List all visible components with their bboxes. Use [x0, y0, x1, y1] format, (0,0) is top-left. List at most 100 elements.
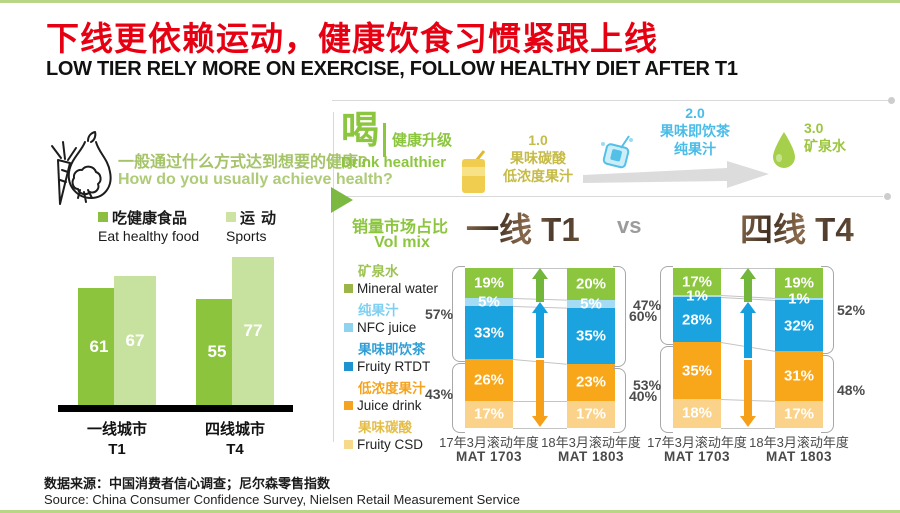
- stage-2-number: 2.0: [685, 105, 705, 121]
- group-bracket: [613, 266, 626, 367]
- segment-value-label: 1%: [686, 287, 708, 305]
- fruity-rtdt-swatch: [344, 362, 353, 371]
- volmix-legend-en: NFC juice: [357, 320, 417, 335]
- group-share-label: 40%: [629, 388, 658, 404]
- legend-label-sports-en: Sports: [226, 228, 267, 244]
- bar-value-label: 55: [207, 342, 227, 361]
- bar-segment: 77: [232, 257, 274, 405]
- stack-segment: [673, 342, 721, 399]
- stack-segment: [775, 300, 823, 352]
- section-marker-triangle: [331, 187, 353, 213]
- bar-segment: 61: [78, 288, 120, 405]
- stage-1-number: 1.0: [528, 132, 548, 148]
- legend-label-sports-cn: 运动: [240, 210, 283, 227]
- stack-segment: [567, 300, 615, 308]
- vegetables-icon: [51, 131, 112, 205]
- fruity-csd-swatch: [344, 440, 353, 449]
- volmix-legend-cn: 果味碳酸: [358, 420, 412, 435]
- segment-value-label: 33%: [473, 324, 505, 342]
- trend-up-arrow-green-shaft: [744, 278, 752, 302]
- stage-2: 2.0 果味即饮茶 纯果汁: [635, 104, 755, 158]
- segment-value-label: 17%: [681, 273, 713, 291]
- segment-value-label: 28%: [681, 311, 713, 329]
- segment-value-label: 32%: [783, 317, 815, 335]
- x-axis-sublabel: MAT 1803: [557, 449, 625, 464]
- x-axis-line: [58, 405, 293, 412]
- stage-3: 3.0 矿泉水: [770, 119, 900, 155]
- legend-swatch-eat-healthy: [98, 212, 108, 222]
- x-axis-sublabel: MAT 1703: [455, 449, 523, 464]
- top-border: [0, 0, 900, 3]
- segment-value-label: 18%: [681, 404, 713, 422]
- stack-segment: [465, 298, 513, 307]
- segment-value-label: 31%: [783, 367, 815, 385]
- segment-value-label: 5%: [580, 295, 602, 313]
- group-bracket: [821, 355, 834, 433]
- t1-volmix-chart: 19% 5% 33% 26% 17% 20% 5% 35% 23% 17% 57% 43% 60% 40%…: [425, 250, 668, 470]
- trend-up-arrow-green: [532, 268, 548, 279]
- drink-badge: 喝: [341, 110, 380, 152]
- legend-label-eat-healthy-en: Eat healthy food: [98, 228, 200, 244]
- volmix-label-en: Vol mix: [374, 234, 430, 251]
- tier1-title: 一线 T1: [466, 203, 580, 251]
- trend-down-arrow-orange-shaft: [744, 360, 752, 416]
- panel-divider: [333, 112, 334, 442]
- stack-segment: [775, 298, 823, 300]
- t4-volmix-chart: 17% 1% 28% 35% 18% 19% 1% 32% 31% 17% 47% 53% 52% 48%…: [633, 250, 876, 470]
- stack-segment: [775, 400, 823, 428]
- segment-value-label: 26%: [473, 371, 505, 389]
- legend-label-eat-healthy-cn: 吃健康食品: [112, 210, 188, 227]
- group-share-label: 52%: [837, 301, 866, 318]
- volmix-legend-en: Fruity CSD: [357, 437, 424, 452]
- stack-segment: [673, 297, 721, 343]
- stage-3-number: 3.0: [804, 120, 824, 136]
- category-label: 一线城市: [86, 421, 147, 438]
- group-bracket: [821, 266, 834, 355]
- volmix-legend-cn: 果味即饮茶: [358, 342, 426, 357]
- stage-1-line2: 低浓度果汁: [503, 168, 573, 184]
- stack-segment: [465, 268, 513, 299]
- segment-connector-line: [721, 428, 775, 429]
- stage-1: 1.0 果味碳酸 低浓度果汁: [478, 131, 598, 185]
- group-bracket: [660, 346, 673, 433]
- trend-down-arrow-orange: [740, 416, 756, 427]
- divider-dot-2: [884, 193, 891, 200]
- stage-2-line1: 果味即饮茶: [660, 123, 730, 139]
- group-share-label: 53%: [633, 377, 662, 394]
- bar-segment: 55: [196, 299, 238, 405]
- volmix-label-cn: 销量市场占比: [352, 219, 449, 236]
- upgrade-arrow-icon: [583, 161, 769, 188]
- group-share-label: 48%: [837, 381, 866, 398]
- volmix-legend-cn: 矿泉水: [358, 264, 399, 279]
- header-divider: [332, 100, 893, 101]
- bottom-border: [0, 510, 900, 513]
- source-line-cn: 数据来源：中国消费者信心调查；尼尔森零售指数: [44, 476, 331, 491]
- stack-segment: [567, 364, 615, 401]
- segment-value-label: 23%: [575, 373, 607, 391]
- stack-segment: [673, 295, 721, 298]
- segment-value-label: 17%: [473, 405, 505, 423]
- category-sublabel: T1: [108, 441, 126, 458]
- segment-value-label: 35%: [681, 362, 713, 380]
- x-axis-label: 18年3月滚动年度: [541, 435, 641, 450]
- x-axis-label: 18年3月滚动年度: [749, 435, 849, 450]
- trend-up-arrow-green: [740, 268, 756, 279]
- volmix-legend-en: Mineral water: [357, 281, 439, 296]
- stack-segment: [465, 306, 513, 360]
- category-sublabel: T4: [226, 441, 244, 458]
- tier4-title: 四线 T4: [740, 203, 854, 251]
- volmix-legend-en: Juice drink: [357, 398, 422, 413]
- group-bracket: [613, 368, 626, 433]
- volmix-legend-cn: 低浓度果汁: [358, 381, 426, 396]
- juice-drink-swatch: [344, 401, 353, 410]
- stack-segment: [567, 268, 615, 300]
- water-drop-icon: [773, 132, 795, 168]
- trend-up-arrow-blue: [740, 302, 756, 313]
- question-cn: 一般通过什么方式达到想要的健康?: [118, 154, 368, 171]
- segment-value-label: 20%: [575, 275, 607, 293]
- segment-value-label: 19%: [783, 274, 815, 292]
- question-en: How do you usually achieve health?: [118, 171, 393, 188]
- trend-up-arrow-blue-shaft: [536, 312, 544, 358]
- segment-value-label: 19%: [473, 274, 505, 292]
- drink-subtitle-cn: 健康升级: [392, 132, 453, 149]
